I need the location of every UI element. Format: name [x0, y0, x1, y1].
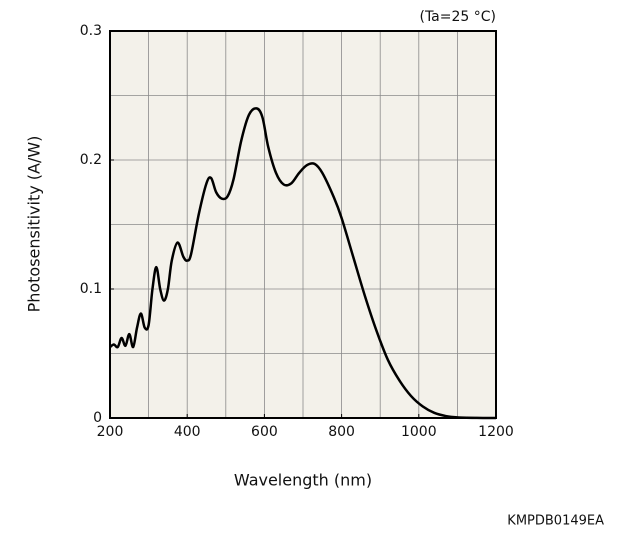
- x-tick-label: 1000: [401, 424, 437, 440]
- x-tick-label: 1200: [478, 424, 514, 440]
- y-tick-label: 0: [93, 410, 102, 426]
- footer-code: KMPDB0149EA: [507, 514, 604, 529]
- plot-frame: [109, 30, 497, 419]
- y-tick-label: 0.1: [80, 281, 102, 297]
- x-axis-label: Wavelength (nm): [234, 471, 372, 490]
- y-tick-label: 0.2: [80, 152, 102, 168]
- annotation: (Ta=25 °C): [419, 9, 496, 25]
- x-tick-label: 200: [97, 424, 124, 440]
- spectral-curve: [109, 107, 497, 420]
- y-tick-label: 0.3: [80, 23, 102, 39]
- y-axis-label: Photosensitivity (A/W): [25, 136, 44, 313]
- x-tick-label: 800: [328, 424, 355, 440]
- x-tick-label: 600: [251, 424, 278, 440]
- x-tick-label: 400: [174, 424, 201, 440]
